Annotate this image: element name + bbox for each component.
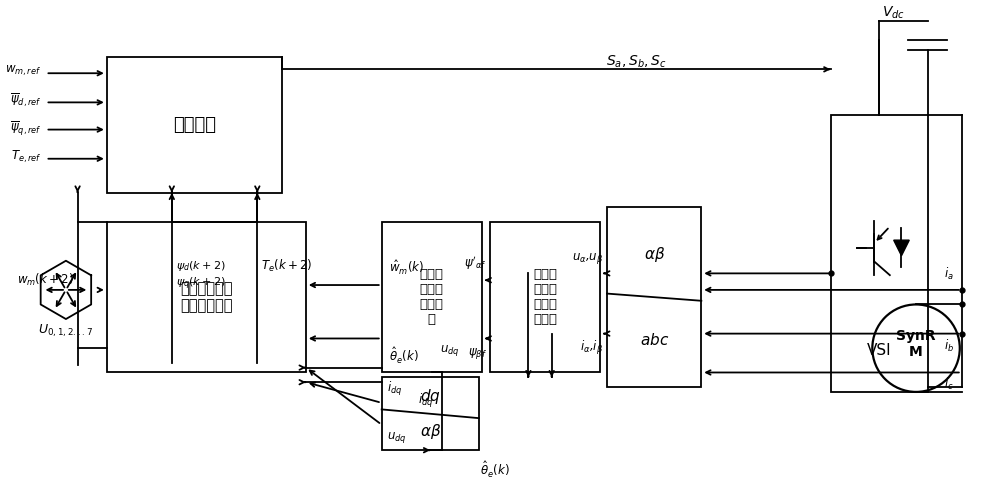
- Bar: [607, 208, 701, 387]
- Text: $u_{dq}$: $u_{dq}$: [387, 430, 406, 445]
- Text: VSI: VSI: [867, 343, 891, 358]
- Text: $\psi_{\beta f}$: $\psi_{\beta f}$: [468, 346, 487, 361]
- Bar: [831, 115, 928, 392]
- Text: $\hat{\theta}_e(k)$: $\hat{\theta}_e(k)$: [389, 346, 419, 366]
- Text: $i_{dq}$: $i_{dq}$: [418, 392, 433, 410]
- Bar: [382, 377, 479, 450]
- Text: $i_b$: $i_b$: [944, 337, 954, 354]
- Text: $w_m(k+2)$: $w_m(k+2)$: [17, 272, 74, 288]
- Text: $i_{dq}$: $i_{dq}$: [387, 380, 402, 398]
- Text: $w_{m,ref}$: $w_{m,ref}$: [5, 64, 42, 78]
- Text: $i_a$: $i_a$: [944, 266, 954, 282]
- Bar: [107, 222, 306, 372]
- Text: $U_{0,1,2...7}$: $U_{0,1,2...7}$: [38, 323, 93, 339]
- Text: $\alpha\beta$: $\alpha\beta$: [644, 244, 665, 263]
- Text: $abc$: $abc$: [640, 332, 669, 348]
- Text: $S_a, S_b, S_c$: $S_a, S_b, S_c$: [606, 53, 667, 70]
- Bar: [107, 57, 282, 193]
- Polygon shape: [894, 240, 909, 256]
- Bar: [490, 222, 600, 372]
- Bar: [382, 222, 482, 372]
- Text: $u_{\alpha}$,$u_{\beta}$: $u_{\alpha}$,$u_{\beta}$: [572, 251, 603, 266]
- Text: $\hat{w}_m(k)$: $\hat{w}_m(k)$: [389, 259, 425, 278]
- Text: $u_{dq}$: $u_{dq}$: [440, 343, 459, 358]
- Text: 转速、磁链和
电磁转矩预测: 转速、磁链和 电磁转矩预测: [180, 281, 233, 313]
- Text: $T_e(k+2)$: $T_e(k+2)$: [261, 258, 313, 274]
- Text: 代价函数: 代价函数: [173, 116, 216, 134]
- Text: $dq$: $dq$: [420, 387, 441, 406]
- Text: $i_c$: $i_c$: [944, 376, 954, 393]
- Text: 混合阶
广义积
分磁链
观测器: 混合阶 广义积 分磁链 观测器: [533, 268, 557, 326]
- Text: $V_{dc}$: $V_{dc}$: [882, 5, 905, 21]
- Text: $T_{e,ref}$: $T_{e,ref}$: [11, 149, 42, 165]
- Text: $\psi_d(k+2)$
$\psi_q(k+2)$: $\psi_d(k+2)$ $\psi_q(k+2)$: [176, 259, 225, 292]
- Text: SynR
M: SynR M: [896, 329, 936, 360]
- Text: $\overline{\psi}_{q,ref}$: $\overline{\psi}_{q,ref}$: [10, 119, 42, 137]
- Text: $\hat{\theta}_e(k)$: $\hat{\theta}_e(k)$: [480, 460, 510, 480]
- Text: $\psi'_{\alpha f}$: $\psi'_{\alpha f}$: [464, 255, 487, 273]
- Text: $\overline{\psi}_{d,ref}$: $\overline{\psi}_{d,ref}$: [10, 92, 42, 109]
- Text: $i_{\alpha}$,$i_{\beta}$: $i_{\alpha}$,$i_{\beta}$: [580, 339, 603, 357]
- Text: 新型增
强型正
交锁相
环: 新型增 强型正 交锁相 环: [420, 268, 444, 326]
- Text: $\alpha\beta$: $\alpha\beta$: [420, 422, 441, 441]
